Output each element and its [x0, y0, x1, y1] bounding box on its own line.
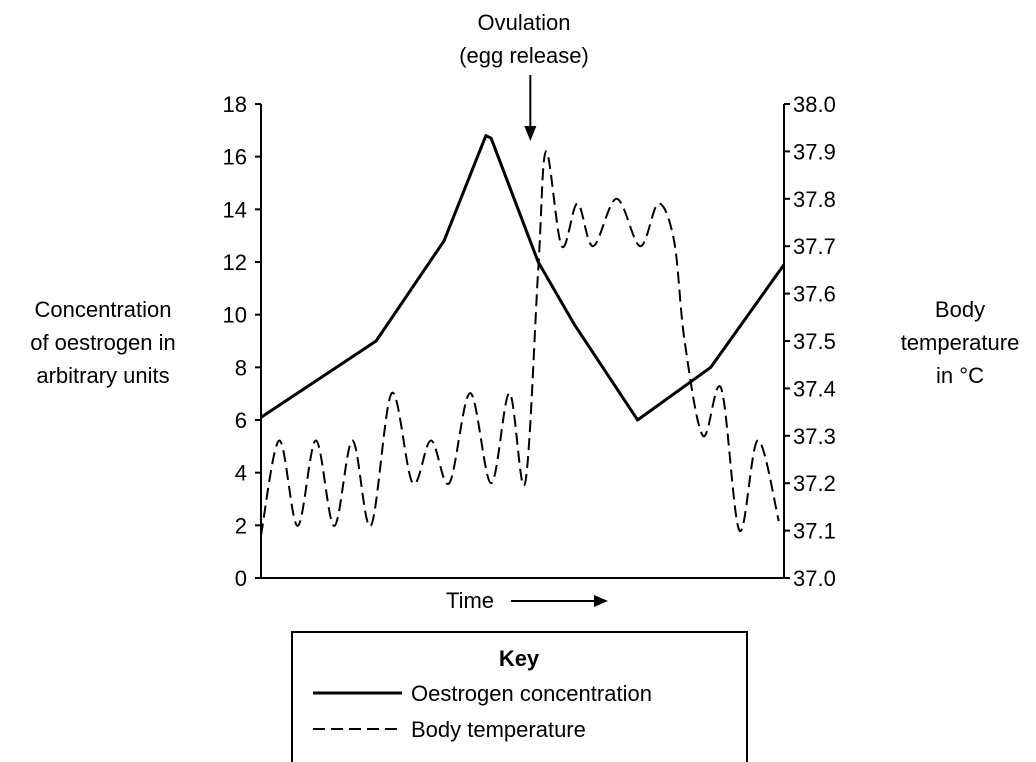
key-label-oestrogen: Oestrogen concentration	[411, 681, 652, 706]
right-axis-ticks: 37.0 37.1 37.2 37.3 37.4 37.5 37.6 37.7 37.8 37.9…	[784, 92, 836, 591]
right-tick-label: 37.5	[793, 329, 836, 354]
left-axis-label-line: of oestrogen in	[30, 330, 176, 355]
right-axis-label-line: in °C	[936, 363, 984, 388]
ovulation-annotation-line: Ovulation	[478, 10, 571, 35]
ovulation-arrow-head	[524, 126, 537, 141]
x-axis-arrow-head	[594, 595, 608, 607]
right-tick-label: 37.1	[793, 519, 836, 544]
right-tick-label: 37.3	[793, 424, 836, 449]
left-tick-label: 10	[223, 303, 247, 328]
series-line-oestrogen	[260, 134, 786, 422]
series-line-body-temperature	[260, 150, 780, 536]
left-axis-label-line: Concentration	[35, 297, 172, 322]
left-tick-label: 12	[223, 250, 247, 275]
right-tick-label: 38.0	[793, 92, 836, 117]
left-tick-label: 14	[223, 197, 247, 222]
x-axis-label: Time	[446, 588, 608, 613]
right-tick-label: 37.9	[793, 139, 836, 164]
right-tick-label: 37.7	[793, 234, 836, 259]
series-layer	[260, 134, 786, 536]
right-tick-label: 37.8	[793, 187, 836, 212]
key-title: Key	[499, 646, 540, 671]
x-axis-label-text: Time	[446, 588, 494, 613]
left-tick-label: 2	[235, 513, 247, 538]
right-tick-label: 37.0	[793, 566, 836, 591]
left-axis-ticks: 0 2 4 6 8 10 12 14 16 18	[223, 92, 261, 591]
right-tick-label: 37.4	[793, 376, 836, 401]
right-tick-label: 37.2	[793, 471, 836, 496]
ovulation-annotation: Ovulation (egg release)	[459, 10, 589, 141]
right-axis-label: Body temperature in °C	[901, 297, 1020, 388]
left-tick-label: 4	[235, 461, 247, 486]
left-tick-label: 18	[223, 92, 247, 117]
left-axis-label-line: arbitrary units	[36, 363, 169, 388]
left-tick-label: 6	[235, 408, 247, 433]
ovulation-annotation-line: (egg release)	[459, 43, 589, 68]
key-box: Key Oestrogen concentration Body tempera…	[291, 631, 748, 762]
left-tick-label: 16	[223, 145, 247, 170]
left-tick-label: 0	[235, 566, 247, 591]
left-tick-label: 8	[235, 355, 247, 380]
right-axis-label-line: temperature	[901, 330, 1020, 355]
key-border	[291, 631, 748, 762]
left-axis-label: Concentration of oestrogen in arbitrary …	[30, 297, 176, 388]
right-tick-label: 37.6	[793, 282, 836, 307]
key-label-temperature: Body temperature	[411, 717, 586, 742]
right-axis-label-line: Body	[935, 297, 985, 322]
